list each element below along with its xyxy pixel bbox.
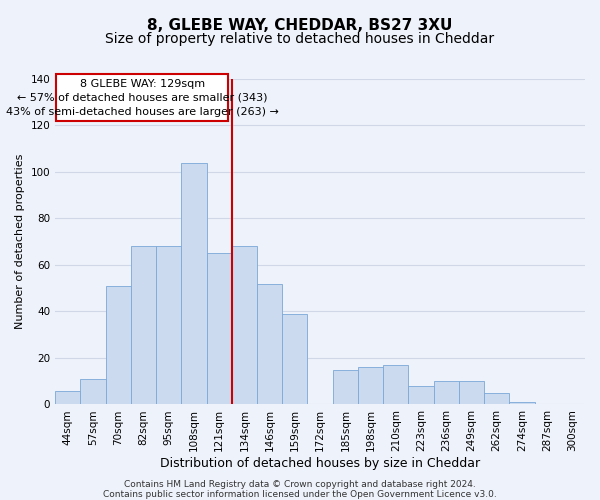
Text: Size of property relative to detached houses in Cheddar: Size of property relative to detached ho… [106,32,494,46]
Bar [484,393,509,404]
Text: Contains HM Land Registry data © Crown copyright and database right 2024.: Contains HM Land Registry data © Crown c… [124,480,476,489]
FancyBboxPatch shape [56,74,228,121]
Text: Contains public sector information licensed under the Open Government Licence v3: Contains public sector information licen… [103,490,497,499]
Bar [80,379,106,404]
Bar [409,386,434,404]
Bar [282,314,307,404]
Text: 8 GLEBE WAY: 129sqm: 8 GLEBE WAY: 129sqm [80,78,205,88]
Text: 43% of semi-detached houses are larger (263) →: 43% of semi-detached houses are larger (… [6,106,278,117]
Bar [55,390,80,404]
Bar [181,162,206,404]
Bar [434,381,459,404]
Bar [206,254,232,404]
Bar [257,284,282,405]
Bar [383,365,409,405]
X-axis label: Distribution of detached houses by size in Cheddar: Distribution of detached houses by size … [160,457,480,470]
Text: 8, GLEBE WAY, CHEDDAR, BS27 3XU: 8, GLEBE WAY, CHEDDAR, BS27 3XU [148,18,452,32]
Bar [332,370,358,404]
Bar [131,246,156,404]
Bar [232,246,257,404]
Text: ← 57% of detached houses are smaller (343): ← 57% of detached houses are smaller (34… [17,92,268,102]
Bar [509,402,535,404]
Y-axis label: Number of detached properties: Number of detached properties [15,154,25,330]
Bar [459,381,484,404]
Bar [358,368,383,405]
Bar [156,246,181,404]
Bar [106,286,131,405]
